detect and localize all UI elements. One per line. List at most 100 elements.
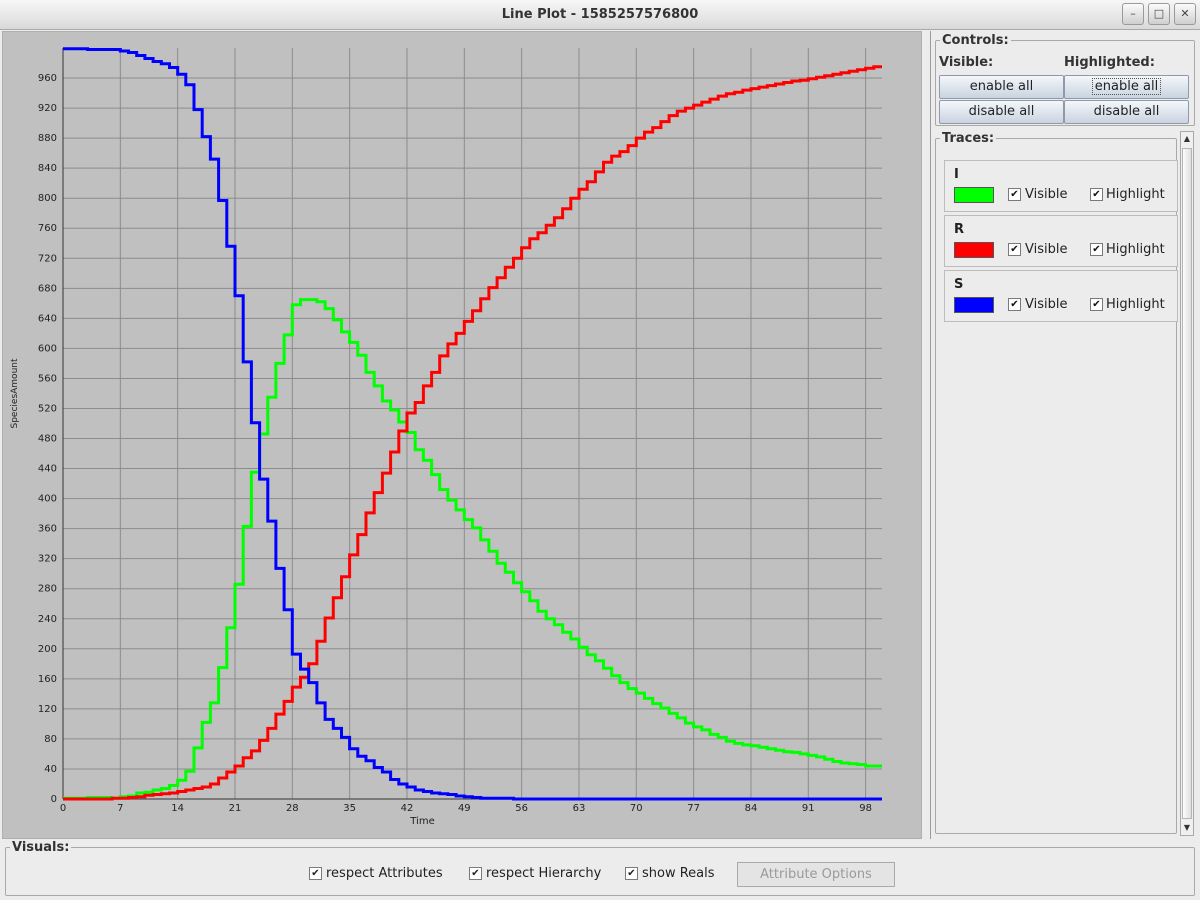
- close-icon[interactable]: ✕: [1174, 3, 1196, 25]
- visible-checkbox-label: Visible: [1025, 242, 1068, 257]
- window-titlebar[interactable]: Line Plot - 1585257576800 – □ ✕: [0, 0, 1200, 30]
- x-tick-label: 77: [687, 803, 700, 814]
- trace-color-swatch[interactable]: [954, 187, 994, 203]
- visible-disable-all-button[interactable]: disable all: [939, 100, 1064, 124]
- x-tick-label: 42: [401, 803, 414, 814]
- highlighted-disable-all-button[interactable]: disable all: [1064, 100, 1189, 124]
- controls-legend: Controls:: [942, 33, 1009, 48]
- y-tick-label: 760: [38, 223, 57, 234]
- y-tick-label: 880: [38, 133, 57, 144]
- y-tick-label: 840: [38, 163, 57, 174]
- visuals-legend: Visuals:: [12, 840, 70, 855]
- x-tick-label: 98: [859, 803, 872, 814]
- y-tick-label: 520: [38, 403, 57, 414]
- respect-attributes-label: respect Attributes: [326, 866, 443, 881]
- series-line-r: [63, 65, 882, 801]
- visible-checkbox-label: Visible: [1025, 187, 1068, 202]
- scroll-down-icon[interactable]: ▼: [1183, 823, 1191, 832]
- x-tick-label: 7: [117, 803, 123, 814]
- x-tick-label: 91: [802, 803, 815, 814]
- y-tick-label: 920: [38, 103, 57, 114]
- window-title: Line Plot - 1585257576800: [501, 7, 699, 22]
- trace-color-swatch[interactable]: [954, 297, 994, 313]
- visible-checkbox[interactable]: ✔: [1008, 243, 1021, 256]
- y-tick-label: 440: [38, 464, 57, 475]
- x-tick-label: 14: [171, 803, 184, 814]
- y-tick-label: 320: [38, 554, 57, 565]
- trace-name: S: [954, 277, 964, 292]
- show-reals-label: show Reals: [642, 866, 715, 881]
- visible-disable-all-label: disable all: [968, 104, 1035, 119]
- y-tick-label: 400: [38, 494, 57, 505]
- traces-scrollbar[interactable]: ▲ ▼: [1180, 131, 1194, 836]
- highlighted-enable-all-button[interactable]: enable all: [1064, 75, 1189, 99]
- traces-group: Traces: I ✔ Visible ✔ Highlight R ✔ Visi…: [935, 131, 1178, 834]
- show-reals-checkbox[interactable]: ✔: [625, 867, 638, 880]
- x-axis-label: Time: [409, 816, 434, 827]
- x-tick-label: 56: [515, 803, 528, 814]
- x-tick-label: 28: [286, 803, 299, 814]
- minimize-icon[interactable]: –: [1122, 3, 1144, 25]
- y-axis-label: SpeciesAmount: [10, 358, 20, 428]
- highlight-checkbox-label: Highlight: [1106, 242, 1165, 257]
- respect-hierarchy-label: respect Hierarchy: [486, 866, 602, 881]
- x-tick-label: 63: [573, 803, 586, 814]
- y-tick-label: 40: [44, 764, 57, 775]
- trace-name: I: [954, 167, 959, 182]
- visible-checkbox[interactable]: ✔: [1008, 298, 1021, 311]
- y-tick-label: 720: [38, 253, 57, 264]
- y-tick-label: 680: [38, 283, 57, 294]
- y-tick-label: 0: [51, 794, 57, 805]
- maximize-icon[interactable]: □: [1148, 3, 1170, 25]
- y-tick-label: 80: [44, 734, 57, 745]
- visible-enable-all-label: enable all: [969, 79, 1034, 94]
- series-line-s: [63, 47, 882, 801]
- y-tick-label: 480: [38, 434, 57, 445]
- highlight-checkbox[interactable]: ✔: [1090, 243, 1103, 256]
- x-tick-label: 70: [630, 803, 643, 814]
- trace-row-s: S ✔ Visible ✔ Highlight: [944, 270, 1178, 322]
- scrollbar-thumb[interactable]: [1182, 148, 1192, 819]
- highlight-checkbox-label: Highlight: [1106, 297, 1165, 312]
- y-tick-label: 120: [38, 704, 57, 715]
- y-tick-label: 800: [38, 193, 57, 204]
- visible-checkbox[interactable]: ✔: [1008, 188, 1021, 201]
- attribute-options-button[interactable]: Attribute Options: [737, 862, 895, 887]
- highlighted-disable-all-label: disable all: [1093, 104, 1160, 119]
- visible-checkbox-label: Visible: [1025, 297, 1068, 312]
- respect-hierarchy-checkbox[interactable]: ✔: [469, 867, 482, 880]
- visible-column-label: Visible:: [939, 55, 994, 70]
- y-tick-label: 640: [38, 313, 57, 324]
- highlighted-column-label: Highlighted:: [1064, 55, 1155, 70]
- highlighted-enable-all-label: enable all: [1091, 78, 1162, 95]
- trace-row-r: R ✔ Visible ✔ Highlight: [944, 215, 1178, 267]
- y-tick-label: 240: [38, 614, 57, 625]
- highlight-checkbox[interactable]: ✔: [1090, 298, 1103, 311]
- trace-name: R: [954, 222, 965, 237]
- y-tick-label: 560: [38, 373, 57, 384]
- y-tick-label: 160: [38, 674, 57, 685]
- scroll-up-icon[interactable]: ▲: [1183, 134, 1191, 143]
- x-tick-label: 0: [60, 803, 66, 814]
- y-tick-label: 280: [38, 584, 57, 595]
- line-chart: 0408012016020024028032036040044048052056…: [10, 47, 882, 827]
- highlight-checkbox-label: Highlight: [1106, 187, 1165, 202]
- x-tick-label: 35: [343, 803, 356, 814]
- respect-attributes-checkbox[interactable]: ✔: [309, 867, 322, 880]
- controls-group: Controls:: [935, 33, 1195, 126]
- y-tick-label: 360: [38, 524, 57, 535]
- y-tick-label: 600: [38, 343, 57, 354]
- line-plot-area: 0 40 80 120 160 200 240 280 320 360 400 440 480 520 56…: [2, 31, 922, 839]
- y-tick-label: 200: [38, 644, 57, 655]
- trace-color-swatch[interactable]: [954, 242, 994, 258]
- visible-enable-all-button[interactable]: enable all: [939, 75, 1064, 99]
- x-tick-label: 49: [458, 803, 471, 814]
- highlight-checkbox[interactable]: ✔: [1090, 188, 1103, 201]
- series-line-i: [63, 298, 882, 800]
- trace-row-i: I ✔ Visible ✔ Highlight: [944, 160, 1178, 212]
- side-panel: [930, 31, 1198, 839]
- visuals-group: Visuals:: [5, 840, 1195, 896]
- y-tick-label: 960: [38, 73, 57, 84]
- x-tick-label: 21: [229, 803, 242, 814]
- x-tick-label: 84: [745, 803, 758, 814]
